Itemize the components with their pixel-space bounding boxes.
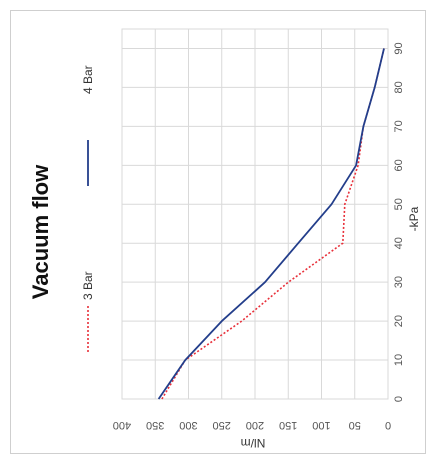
y-axis-title: Nl/m (241, 436, 266, 450)
series-line-4-bar (157, 48, 385, 400)
chart-title: Vacuum flow (28, 164, 53, 299)
tick-label-kpa-60: 60 (393, 159, 405, 171)
tick-label-nlm-200: 200 (246, 419, 264, 431)
tick-label-kpa-90: 90 (393, 42, 405, 54)
tick-label-kpa-40: 40 (393, 237, 405, 249)
tick-label-nlm-250: 250 (213, 419, 231, 431)
series-line-3-bar (161, 48, 385, 400)
legend-label-3-bar: 3 Bar (81, 271, 95, 300)
grid-lines (121, 28, 389, 400)
legend-item-4-bar: 4 Bar (81, 65, 95, 186)
chart-frame (10, 10, 426, 454)
tick-label-nlm-50: 50 (349, 419, 361, 431)
tick-label-nlm-0: 0 (385, 419, 391, 431)
tick-label-kpa-0: 0 (393, 396, 405, 402)
tick-label-nlm-300: 300 (179, 419, 197, 431)
tick-label-nlm-100: 100 (312, 419, 330, 431)
series-lines (157, 48, 385, 400)
plot-area-border (121, 28, 389, 400)
tick-label-kpa-20: 20 (393, 315, 405, 327)
tick-label-kpa-30: 30 (393, 276, 405, 288)
tick-label-kpa-80: 80 (393, 81, 405, 93)
tick-label-nlm-150: 150 (279, 419, 297, 431)
tick-label-kpa-50: 50 (393, 198, 405, 210)
x-axis-title: -kPa (407, 206, 421, 231)
axis-tick-labels: 0 50 100 150 200 250 300 350 400 0 10 20 30 40 50 60 70 8… (113, 42, 405, 431)
legend-item-3-bar: 3 Bar (81, 271, 95, 352)
tick-label-kpa-70: 70 (393, 120, 405, 132)
legend-label-4-bar: 4 Bar (81, 65, 95, 94)
tick-label-nlm-400: 400 (113, 419, 131, 431)
legend: 3 Bar 4 Bar (81, 65, 95, 352)
tick-label-nlm-350: 350 (146, 419, 164, 431)
tick-label-kpa-10: 10 (393, 354, 405, 366)
